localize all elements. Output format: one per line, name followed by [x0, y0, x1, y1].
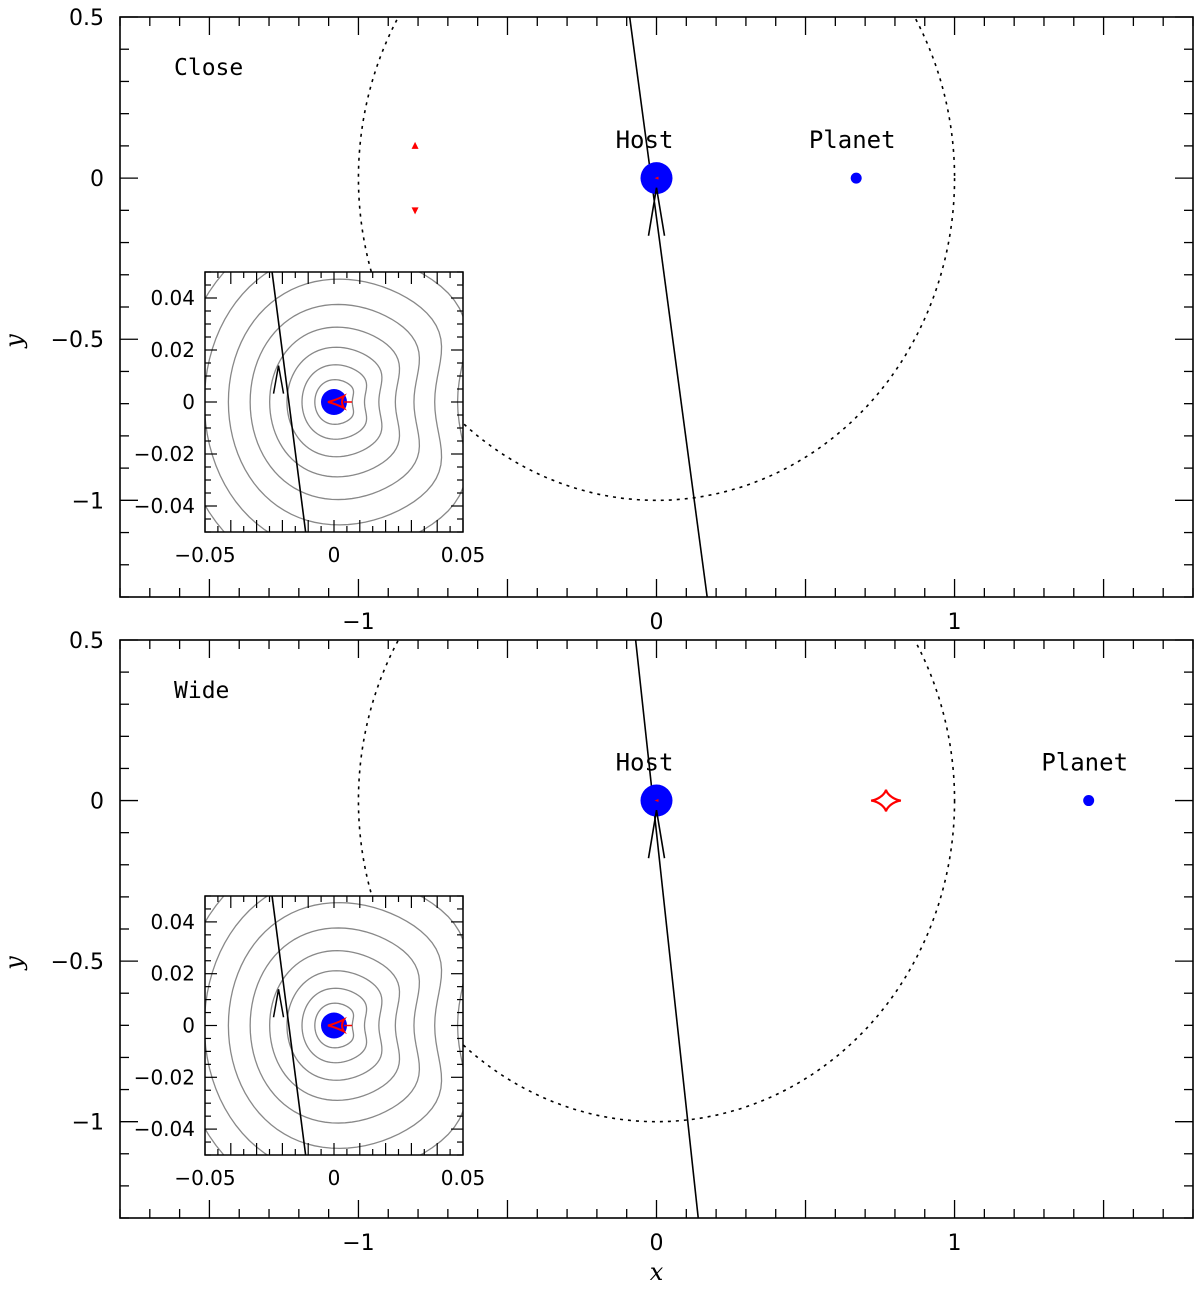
inset: −0.05 0 0.05 −0.04 −0.02 0 0.02 0.04 [134, 271, 486, 567]
inset-central-caustic [327, 393, 347, 411]
y-axis-label: y [0, 956, 28, 971]
panel-close: Host Planet Close −1 0 1 −1 −0.5 0 0.5 y −0.05 0 0.05… [0, 6, 1194, 635]
magnification-contour [249, 927, 421, 1124]
y-tick-label: −1 [72, 489, 104, 514]
inset-central-caustic [327, 1016, 347, 1035]
planet-label: Planet [1041, 749, 1128, 777]
inset-y-tick-label: 0.02 [150, 338, 195, 362]
magnification-contour [286, 346, 383, 458]
einstein-ring [357, 17, 956, 502]
inset-y-tick-label: 0.04 [150, 910, 195, 934]
x-tick-label: −1 [342, 1231, 374, 1256]
plot-area [357, 17, 956, 597]
magnification-contour [286, 970, 383, 1081]
magnification-contour [314, 1002, 355, 1049]
magnification-contour [205, 272, 463, 532]
inset-plot-area [205, 896, 463, 1155]
inset-ticks [204, 895, 464, 1156]
x-tick-label: 0 [650, 1231, 664, 1256]
inset-y-tick-label: −0.02 [134, 1065, 195, 1089]
source-trajectory [634, 640, 700, 1218]
source-trajectory [628, 17, 708, 597]
inset-y-tick-label: −0.04 [134, 1117, 195, 1141]
y-tick-label: 0 [90, 790, 104, 815]
inset-arrow [272, 989, 285, 1018]
inset-x-tick-label: −0.05 [174, 1166, 235, 1190]
panel-label: Wide [174, 678, 229, 704]
plot-frame [119, 16, 1194, 598]
magnification-contour [301, 364, 368, 440]
inset-y-tick-label: 0.02 [150, 962, 195, 986]
planet-lens [1083, 795, 1095, 807]
inset-y-tick-label: −0.04 [134, 494, 195, 518]
inset-y-tick-label: 0 [182, 390, 195, 414]
inset-host-lens [321, 1012, 347, 1039]
inset-frame [204, 895, 464, 1156]
x-axis-label: x [650, 1258, 664, 1286]
central-caustic [654, 799, 659, 803]
einstein-ring [357, 640, 956, 1123]
y-tick-label: −1 [72, 1111, 104, 1136]
magnification-contour [269, 326, 401, 478]
x-tick-label: −1 [342, 610, 374, 635]
magnification-contour [269, 949, 401, 1102]
plot-area [357, 640, 1095, 1218]
central-caustic [654, 176, 659, 180]
panel-wide: Host Planet Wide −1 0 1 −1 −0.5 0 0.5 y x −0.05 0 0.05… [0, 629, 1194, 1286]
x-tick-label: 1 [948, 610, 962, 635]
host-label: Host [616, 749, 674, 777]
y-tick-label: −0.5 [51, 950, 104, 975]
magnification-contour [205, 896, 463, 1155]
plot-frame [119, 639, 1194, 1219]
trajectory-arrow [647, 810, 666, 859]
inset-trajectory [271, 272, 307, 532]
inset-plot-area [205, 272, 463, 532]
magnification-contour [314, 379, 355, 425]
planetary-caustic [411, 141, 419, 149]
inset-y-tick-label: 0 [182, 1014, 195, 1038]
inset-x-tick-label: 0 [328, 1166, 341, 1190]
magnification-contour [227, 278, 443, 526]
inset-x-tick-label: 0.05 [441, 543, 486, 567]
y-tick-label: 0.5 [69, 629, 104, 654]
panel-label: Close [174, 55, 243, 81]
inset: −0.05 0 0.05 −0.04 −0.02 0 0.02 0.04 [134, 895, 486, 1190]
inset-x-tick-label: 0.05 [441, 1166, 486, 1190]
inset-y-tick-label: −0.02 [134, 442, 195, 466]
x-tick-label: 0 [650, 610, 664, 635]
magnification-contour [301, 987, 368, 1064]
inset-x-tick-label: 0 [328, 543, 341, 567]
inset-frame [204, 271, 464, 533]
inset-x-tick-label: −0.05 [174, 543, 235, 567]
y-tick-label: −0.5 [51, 328, 104, 353]
magnification-contour [249, 303, 421, 501]
y-tick-label: 0.5 [69, 6, 104, 31]
x-tick-label: 1 [948, 1231, 962, 1256]
planetary-caustic [870, 789, 902, 812]
inset-trajectory [271, 896, 307, 1155]
inset-arrow [272, 365, 285, 394]
y-axis-label: y [0, 334, 28, 349]
inset-host-lens [321, 389, 347, 415]
inset-y-tick-label: 0.04 [150, 286, 195, 310]
axis-ticks [119, 639, 1194, 1219]
planet-lens [850, 172, 862, 184]
y-tick-label: 0 [90, 167, 104, 192]
host-label: Host [616, 126, 674, 154]
trajectory-arrow [647, 187, 666, 236]
planet-label: Planet [809, 126, 896, 154]
magnification-contour [227, 901, 443, 1150]
planetary-caustic [411, 207, 419, 215]
